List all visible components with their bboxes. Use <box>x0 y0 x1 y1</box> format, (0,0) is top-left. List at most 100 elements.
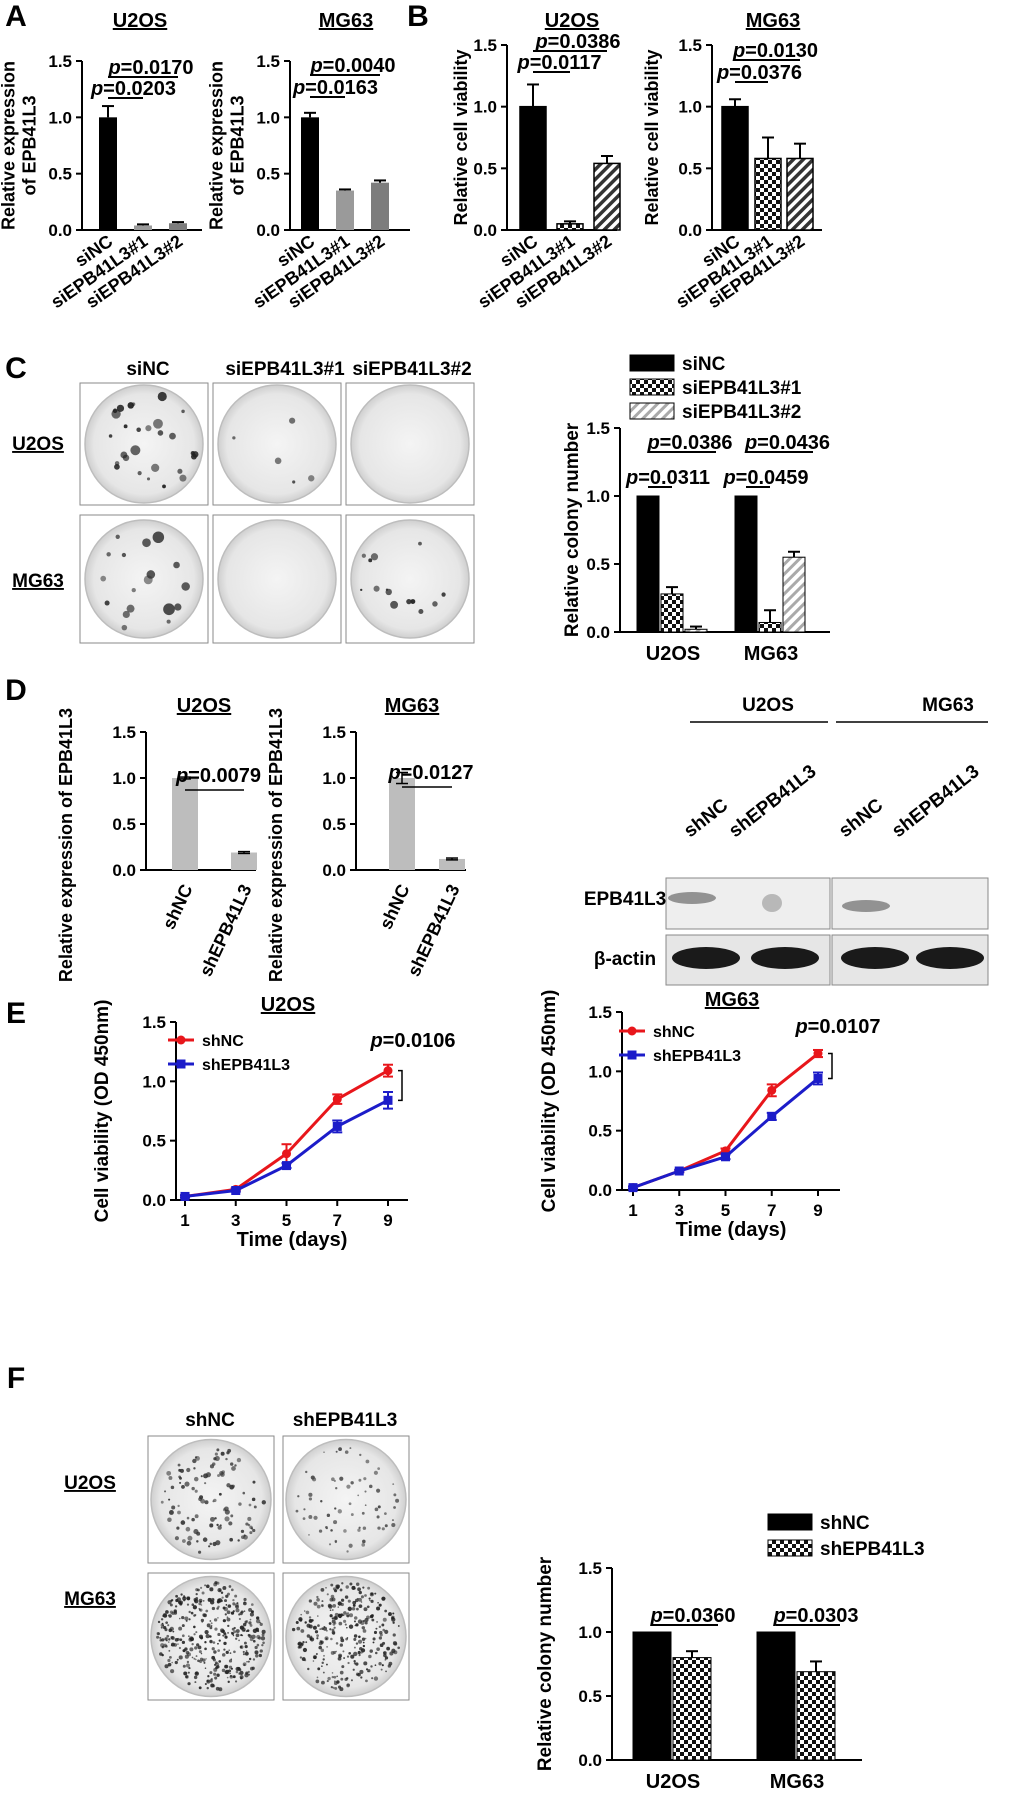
colony-spot <box>308 1497 313 1501</box>
colony-spot <box>204 1630 209 1635</box>
x-tick-label: shNC <box>376 881 414 932</box>
colony-spot <box>334 1622 337 1625</box>
colony-column-label: shEPB41L3 <box>293 1410 398 1431</box>
colony-spot <box>187 1535 193 1541</box>
y-axis-label: Relative expression <box>207 61 227 230</box>
colony-spot <box>336 1586 339 1590</box>
colony-spot <box>392 1612 395 1615</box>
colony-row-label: MG63 <box>12 571 64 592</box>
colony-spot <box>370 1592 374 1596</box>
colony-spot <box>143 575 153 585</box>
bar-siEPB41L3#2 <box>371 182 389 230</box>
colony-spot <box>164 1490 167 1493</box>
colony-spot <box>240 1529 245 1534</box>
colony-spot <box>362 1629 367 1633</box>
y-tick-label: 1.5 <box>473 36 497 55</box>
y-tick-label: 0.5 <box>588 1122 612 1141</box>
colony-spot <box>374 1592 377 1595</box>
colony-spot <box>323 1654 325 1657</box>
colony-spot <box>204 1500 209 1505</box>
colony-spot <box>115 534 120 539</box>
x-tick-label: 5 <box>282 1211 291 1230</box>
bar-siEPB41L3#1-U2OS <box>660 593 684 633</box>
colony-spot <box>183 1594 186 1597</box>
colony-spot <box>180 1593 183 1596</box>
colony-spot <box>175 1594 179 1598</box>
colony-spot <box>331 1609 334 1611</box>
colony-spot <box>223 1641 227 1646</box>
colony-spot <box>177 1600 182 1605</box>
colony-spot <box>373 585 380 592</box>
colony-spot <box>180 1520 186 1525</box>
y-tick-label: 1.5 <box>586 419 610 438</box>
y-tick-label: 1.0 <box>586 487 610 506</box>
colony-spot <box>164 1664 169 1669</box>
colony-spot <box>338 1621 343 1626</box>
colony-dish <box>350 519 470 639</box>
colony-spot <box>171 1599 174 1602</box>
colony-spot <box>142 538 151 548</box>
colony-spot <box>337 1606 340 1608</box>
colony-spot <box>244 1673 249 1678</box>
series-line-shNC <box>184 1069 389 1198</box>
colony-spot <box>373 1630 378 1635</box>
colony-spot <box>346 1655 350 1658</box>
colony-spot <box>181 1640 186 1644</box>
bar-chart-a2: MG63 Relative expression of EPB41L3 0.0 0.5 1… <box>207 10 410 312</box>
colony-spot <box>120 451 128 459</box>
blot-band <box>672 947 740 969</box>
legend-label: shEPB41L3 <box>820 1539 925 1560</box>
colony-spot <box>317 1624 320 1627</box>
colony-spot <box>346 1550 349 1553</box>
legend-marker <box>627 1050 637 1060</box>
colony-spot <box>212 1641 216 1644</box>
colony-spot <box>225 1650 229 1654</box>
colony-spot <box>386 1646 390 1651</box>
colony-spot <box>225 1594 229 1598</box>
colony-spot <box>221 1653 226 1657</box>
colony-spot <box>177 1510 181 1515</box>
colony-spot <box>361 1543 366 1547</box>
colony-spot <box>360 1676 363 1679</box>
legend-label: shNC <box>820 1513 870 1534</box>
colony-column-label: siEPB41L3#1 <box>225 359 345 380</box>
colony-spot <box>340 1677 344 1681</box>
colony-spot <box>370 553 379 561</box>
colony-spot <box>181 1624 185 1628</box>
colony-spot <box>178 1646 182 1650</box>
colony-spot <box>358 1635 361 1639</box>
colony-spot <box>215 1686 220 1691</box>
colony-spot <box>227 1604 232 1608</box>
colony-spot <box>168 1498 171 1501</box>
y-tick-label: 1.0 <box>588 1062 612 1081</box>
colony-spot <box>196 1643 200 1647</box>
colony-spot <box>249 1612 254 1617</box>
data-point <box>813 1073 823 1083</box>
colony-spot <box>177 1643 179 1645</box>
colony-spot <box>173 1611 178 1615</box>
y-tick-label: 1.0 <box>48 108 72 127</box>
y-tick-label: 0.5 <box>322 815 346 834</box>
colony-spot <box>378 1636 383 1640</box>
colony-spot <box>237 1539 240 1542</box>
colony-spot <box>225 1603 228 1606</box>
colony-spot <box>246 1661 248 1663</box>
colony-spot <box>218 1492 222 1496</box>
colony-spot <box>377 1505 381 1509</box>
colony-spot <box>243 1610 246 1612</box>
colony-spot <box>188 1666 191 1670</box>
colony-spot <box>185 1663 191 1668</box>
x-tick-label: U2OS <box>646 643 700 665</box>
colony-spot <box>391 1616 395 1620</box>
colony-spot <box>198 1634 203 1639</box>
colony-spot <box>227 1680 230 1684</box>
data-point <box>332 1121 342 1131</box>
colony-spot <box>313 1601 318 1606</box>
colony-spot <box>247 1516 252 1521</box>
colony-spot <box>198 1602 202 1606</box>
colony-spot <box>166 1470 172 1476</box>
colony-spot <box>312 1660 315 1662</box>
colony-spot <box>342 1614 345 1616</box>
colony-spot <box>136 427 141 433</box>
colony-spot <box>326 1513 331 1518</box>
